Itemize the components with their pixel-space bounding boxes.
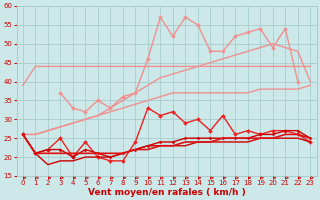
X-axis label: Vent moyen/en rafales ( km/h ): Vent moyen/en rafales ( km/h ) — [88, 188, 245, 197]
